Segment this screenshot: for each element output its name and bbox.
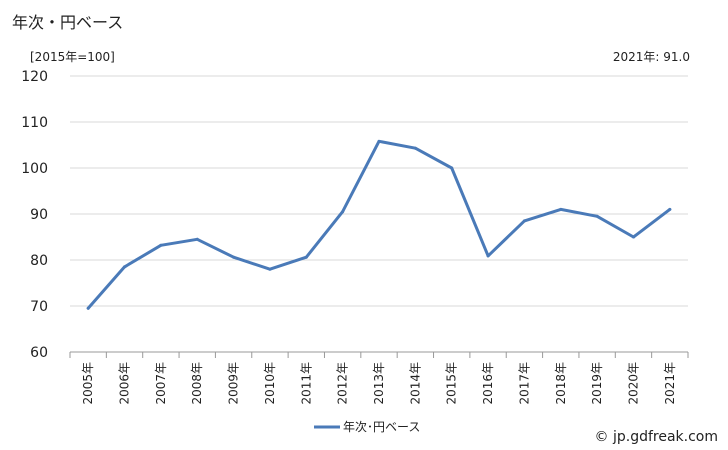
x-tick-label: 2007年 (154, 362, 168, 405)
x-tick-label: 2019年 (590, 362, 604, 405)
data-point (304, 255, 308, 259)
x-tick-label: 2015年 (445, 362, 459, 405)
y-axis-ticks: 60 70 80 90 100 110 120 (21, 69, 48, 361)
x-tick-label: 2005年 (81, 362, 95, 405)
unit-note: [2015年=100] (30, 50, 115, 64)
x-tick-label: 2021年 (663, 362, 677, 405)
x-axis-ticks: 2005年 2006年 2007年 2008年 2009年 2010年 2011年 2012年… (69, 352, 689, 405)
data-point (377, 139, 381, 143)
series-layer (86, 139, 672, 310)
data-point (268, 267, 272, 271)
source-credit: © jp.gdfreak.com (595, 429, 718, 445)
x-tick-label: 2017年 (517, 362, 531, 405)
data-point (232, 255, 236, 259)
x-tick-label: 2010年 (263, 362, 277, 405)
gridlines (70, 75, 688, 353)
series-line (86, 139, 672, 310)
x-tick-label: 2018年 (554, 362, 568, 405)
y-tick-label: 80 (30, 253, 48, 269)
data-point (450, 166, 454, 170)
y-tick-label: 70 (30, 299, 48, 315)
data-point (341, 210, 345, 214)
x-tick-label: 2008年 (190, 362, 204, 405)
data-point (522, 219, 526, 223)
data-point (595, 214, 599, 218)
data-point (486, 254, 490, 258)
x-tick-label: 2020年 (626, 362, 640, 405)
legend: 年次･円ベース (314, 420, 420, 434)
data-point (159, 243, 163, 247)
data-point (668, 207, 672, 211)
y-tick-label: 90 (30, 207, 48, 223)
y-tick-label: 60 (30, 345, 48, 361)
data-point (631, 235, 635, 239)
data-point (413, 146, 417, 150)
chart-title: 年次・円ベース (12, 13, 123, 32)
x-tick-label: 2009年 (227, 362, 241, 405)
y-tick-label: 110 (21, 115, 48, 131)
x-tick-label: 2006年 (118, 362, 132, 405)
data-point (86, 306, 90, 310)
x-tick-label: 2014年 (408, 362, 422, 405)
x-tick-label: 2011年 (299, 362, 313, 405)
x-tick-label: 2016年 (481, 362, 495, 405)
latest-value-label: 2021年: 91.0 (613, 50, 690, 64)
data-point (195, 237, 199, 241)
x-tick-label: 2013年 (372, 362, 386, 405)
x-tick-label: 2012年 (336, 362, 350, 405)
data-point (123, 265, 127, 269)
y-tick-label: 120 (21, 69, 48, 85)
legend-label: 年次･円ベース (343, 420, 420, 434)
data-point (559, 207, 563, 211)
y-tick-label: 100 (21, 161, 48, 177)
